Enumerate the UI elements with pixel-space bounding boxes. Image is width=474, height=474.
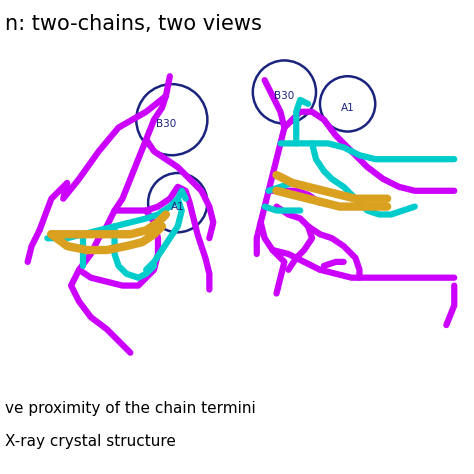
Text: B30: B30 <box>274 91 294 101</box>
Text: A1: A1 <box>341 103 355 113</box>
Text: n: two-chains, two views: n: two-chains, two views <box>5 14 262 34</box>
Text: A1: A1 <box>171 201 185 211</box>
Text: B30: B30 <box>156 118 176 128</box>
Text: ve proximity of the chain termini: ve proximity of the chain termini <box>5 401 255 416</box>
Text: X-ray crystal structure: X-ray crystal structure <box>5 434 175 449</box>
